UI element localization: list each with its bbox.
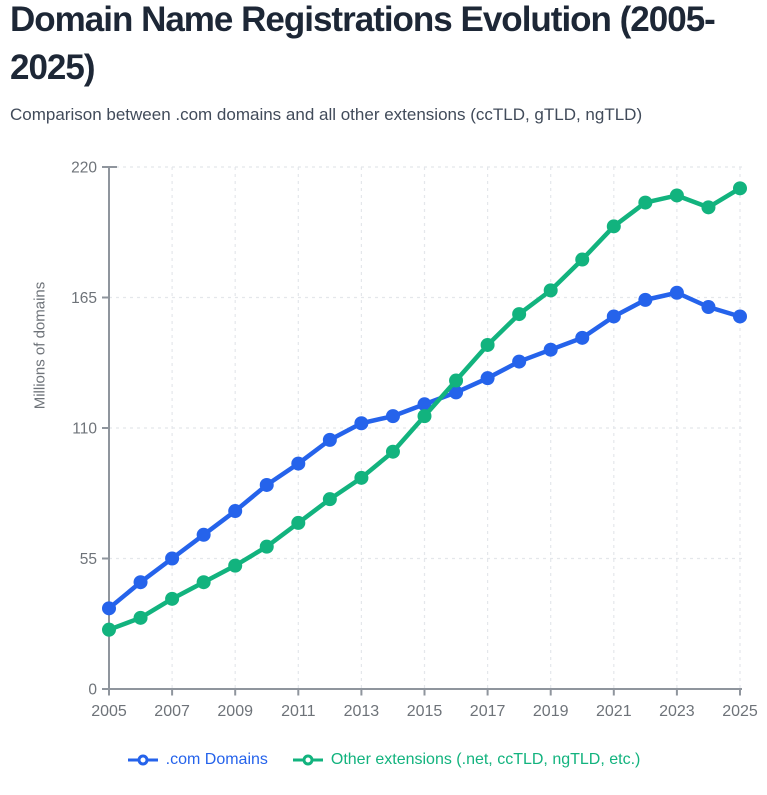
series-1-point-2017 [480, 337, 495, 352]
series-0-point-2020 [575, 330, 590, 345]
series-1-point-2019 [543, 283, 558, 298]
x-tick-label-2019: 2019 [533, 703, 569, 720]
chart-subtitle: Comparison between .com domains and all … [10, 105, 643, 124]
series-1-point-2013 [354, 470, 369, 485]
series-1-point-2023 [669, 188, 684, 203]
series-0-point-2016 [449, 385, 464, 400]
series-1-point-2016 [449, 373, 464, 388]
series-1-point-2011 [291, 515, 306, 530]
y-tick-label-110: 110 [72, 421, 97, 438]
legend-item-other-extensions[interactable]: Other extensions (.net, ccTLD, ngTLD, et… [292, 751, 640, 769]
series-0-point-2022 [638, 292, 653, 307]
series-1-point-2009 [228, 558, 243, 573]
series-1-point-2007 [165, 591, 180, 606]
x-tick-label-2005: 2005 [91, 703, 127, 720]
chart-legend: .com Domains Other extensions (.net, ccT… [0, 751, 767, 769]
x-tick-label-2025: 2025 [722, 703, 758, 720]
series-0-point-2007 [165, 551, 180, 566]
series-0-point-2021 [606, 309, 621, 324]
series-0-point-2012 [322, 432, 337, 447]
series-0-point-2011 [291, 456, 306, 471]
series-1-point-2020 [575, 252, 590, 267]
series-0-point-2005 [102, 601, 116, 616]
chart-title: Domain Name Registrations Evolution (200… [10, 0, 716, 87]
series-0-point-2017 [480, 371, 495, 386]
series-0-point-2018 [512, 354, 527, 369]
legend-marker-com-icon [127, 754, 158, 766]
series-0-point-2006 [133, 575, 148, 590]
y-tick-label-0: 0 [88, 682, 97, 699]
legend-label-other-extensions: Other extensions (.net, ccTLD, ngTLD, et… [330, 751, 641, 768]
series-1-point-2022 [638, 195, 653, 210]
y-tick-label-220: 220 [71, 160, 97, 177]
series-0-point-2009 [228, 504, 243, 519]
series-1-point-2010 [259, 539, 274, 554]
x-tick-label-2017: 2017 [470, 703, 506, 720]
axes: 0 55 110 165 220 2005 2007 2009 2011 2013 2015 2017… [71, 160, 758, 721]
series-1-point-2014 [385, 444, 400, 459]
gridlines [109, 166, 742, 689]
x-tick-label-2011: 2011 [281, 703, 316, 720]
x-tick-label-2007: 2007 [154, 703, 190, 720]
y-tick-label-55: 55 [80, 551, 97, 568]
series-0-point-2024 [701, 299, 716, 314]
legend-label-com-domains: .com Domains [165, 751, 268, 768]
series-1-point-2006 [133, 610, 148, 625]
x-tick-label-2009: 2009 [217, 703, 253, 720]
legend-item-com-domains[interactable]: .com Domains [127, 751, 268, 769]
series-0-point-2019 [543, 342, 558, 357]
series-0-point-2014 [385, 409, 400, 424]
line-chart-canvas: 0 55 110 165 220 2005 2007 2009 2011 2013 2015 2017… [71, 160, 758, 721]
x-tick-label-2021: 2021 [596, 703, 632, 720]
series-1-point-2021 [606, 219, 621, 234]
x-tick-label-2023: 2023 [659, 703, 695, 720]
series-1 [102, 181, 747, 637]
x-tick-label-2015: 2015 [407, 703, 443, 720]
series-0-point-2015 [417, 397, 432, 412]
series-0 [102, 285, 747, 616]
legend-marker-other-icon [292, 754, 323, 766]
series-0-point-2025 [733, 309, 747, 324]
series-1-point-2012 [322, 492, 337, 507]
series-0-point-2008 [196, 527, 211, 542]
series-0-point-2013 [354, 416, 369, 431]
series-1-point-2005 [102, 622, 116, 637]
series-0-point-2023 [669, 285, 684, 300]
series-1-point-2018 [512, 307, 527, 322]
series-1-point-2008 [196, 575, 211, 590]
series-1-point-2015 [417, 409, 432, 424]
y-tick-label-165: 165 [71, 290, 97, 307]
series-1-point-2025 [733, 181, 747, 196]
series-0-point-2010 [259, 477, 274, 492]
series-1-point-2024 [701, 200, 716, 215]
x-tick-label-2013: 2013 [344, 703, 380, 720]
